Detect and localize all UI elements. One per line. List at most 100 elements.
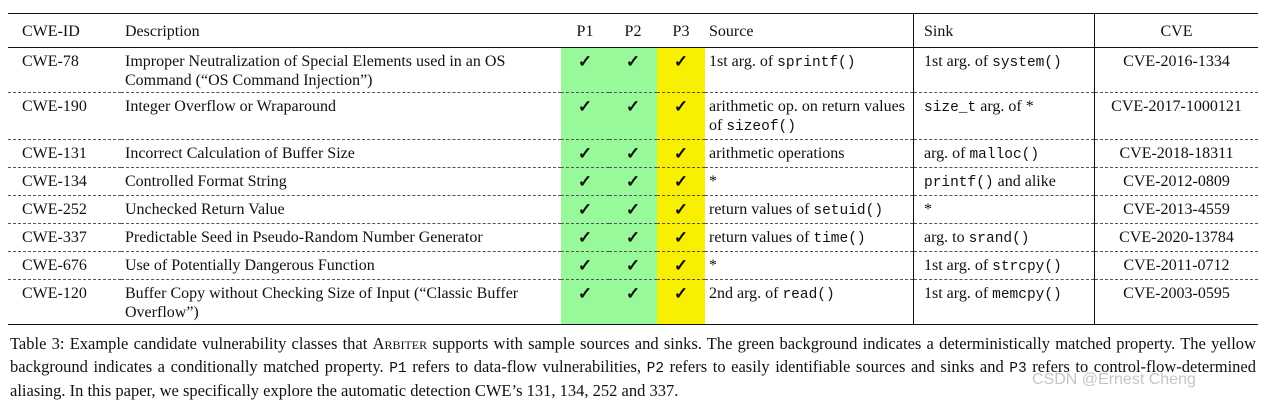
p3-check-cell: ✓: [657, 251, 705, 280]
p3-check-cell: ✓: [657, 92, 705, 140]
sink-cell: 1st arg. of strcpy(): [913, 251, 1095, 280]
sink-text: 1st arg. of: [924, 257, 993, 274]
caption-code: P1: [389, 360, 407, 377]
caption-code: P3: [1009, 360, 1027, 377]
source-cell: 2nd arg. of read(): [705, 279, 914, 325]
p1-check-cell: ✓: [561, 167, 609, 196]
p1-check-cell: ✓: [561, 92, 609, 140]
caption-text: supports with sample sources and sinks. …: [10, 334, 1256, 376]
sink-code: system(): [992, 55, 1062, 71]
table-caption: Table 3: Example candidate vulnerability…: [10, 333, 1256, 403]
source-text: arithmetic op. on return values of: [709, 98, 905, 134]
p3-check-cell: ✓: [657, 195, 705, 224]
table-row: CWE-676 Use of Potentially Dangerous Func…: [8, 251, 1258, 280]
sink-text: arg. of *: [976, 98, 1034, 115]
description-cell: Integer Overflow or Wraparound: [121, 92, 561, 140]
header-source: Source: [705, 13, 914, 48]
cve-cell: CVE-2018-18311: [1094, 139, 1258, 168]
cwe-id-cell: CWE-134: [8, 167, 121, 196]
source-text: return values of: [709, 201, 814, 218]
cwe-id-cell: CWE-252: [8, 195, 121, 224]
source-code: read(): [782, 287, 835, 303]
table-row: CWE-78 Improper Neutralization of Special…: [8, 47, 1258, 93]
p2-check-cell: ✓: [609, 251, 657, 280]
source-text: *: [709, 173, 717, 190]
caption-text: refers to easily identifiable sources an…: [664, 356, 1010, 376]
header-cwe-id: CWE-ID: [8, 13, 121, 48]
p2-check-cell: ✓: [609, 279, 657, 325]
caption-code: P2: [646, 360, 665, 377]
sink-text: 1st arg. of: [924, 53, 993, 70]
sink-code: printf(): [924, 175, 994, 191]
cve-cell: CVE-2020-13784: [1094, 223, 1258, 252]
p1-check-cell: ✓: [561, 251, 609, 280]
sink-cell: 1st arg. of system(): [913, 47, 1095, 93]
sink-cell: arg. of malloc(): [913, 139, 1095, 168]
source-code: sizeof(): [726, 119, 796, 135]
source-code: time(): [813, 231, 866, 247]
sink-cell: arg. to srand(): [913, 223, 1095, 252]
caption-text: Arbiter: [372, 334, 428, 353]
table-header-row: CWE-ID Description P1 P2 P3 Source Sink …: [8, 13, 1258, 48]
source-text: *: [709, 257, 717, 274]
sink-cell: printf() and alike: [913, 167, 1095, 196]
source-cell: return values of time(): [705, 223, 914, 252]
p2-check-cell: ✓: [609, 92, 657, 140]
header-sink: Sink: [913, 13, 1095, 48]
p1-check-cell: ✓: [561, 195, 609, 224]
table-row: CWE-120 Buffer Copy without Checking Size…: [8, 279, 1258, 325]
header-p1: P1: [561, 13, 609, 48]
source-code: setuid(): [813, 203, 884, 219]
table-row: CWE-131 Incorrect Calculation of Buffer S…: [8, 139, 1258, 168]
cwe-id-cell: CWE-190: [8, 92, 121, 140]
p3-check-cell: ✓: [657, 47, 705, 93]
cwe-id-cell: CWE-131: [8, 139, 121, 168]
description-cell: Buffer Copy without Checking Size of Inp…: [121, 279, 561, 325]
table-row: CWE-337 Predictable Seed in Pseudo-Random…: [8, 223, 1258, 252]
source-cell: *: [705, 167, 914, 196]
p2-check-cell: ✓: [609, 223, 657, 252]
cve-cell: CVE-2016-1334: [1094, 47, 1258, 93]
sink-cell: *: [913, 195, 1095, 224]
sink-cell: 1st arg. of memcpy(): [913, 279, 1095, 325]
source-cell: return values of setuid(): [705, 195, 914, 224]
watermark: CSDN @Ernest Cheng: [1032, 371, 1196, 388]
p1-check-cell: ✓: [561, 139, 609, 168]
caption-text: refers to data-flow vulnerabilities,: [406, 356, 647, 376]
p3-check-cell: ✓: [657, 139, 705, 168]
sink-text: *: [924, 201, 932, 218]
sink-code: malloc(): [969, 147, 1040, 163]
header-description: Description: [121, 13, 561, 48]
p2-check-cell: ✓: [609, 47, 657, 93]
source-code: sprintf(): [777, 55, 856, 71]
sink-code: size_t: [924, 100, 977, 116]
sink-cell: size_t arg. of *: [913, 92, 1095, 140]
header-p3: P3: [657, 13, 705, 48]
header-p2: P2: [609, 13, 657, 48]
cve-cell: CVE-2013-4559: [1094, 195, 1258, 224]
table-row: CWE-252 Unchecked Return Value ✓ ✓ ✓ return v…: [8, 195, 1258, 224]
vulnerability-table: CWE-ID Description P1 P2 P3 Source Sink …: [8, 13, 1258, 325]
p2-check-cell: ✓: [609, 167, 657, 196]
table-row: CWE-134 Controlled Format String ✓ ✓ ✓ * print…: [8, 167, 1258, 196]
sink-text: arg. to: [924, 229, 969, 246]
cwe-id-cell: CWE-78: [8, 47, 121, 93]
p2-check-cell: ✓: [609, 139, 657, 168]
source-text: return values of: [709, 229, 814, 246]
description-cell: Unchecked Return Value: [121, 195, 561, 224]
header-cve: CVE: [1094, 13, 1258, 48]
caption-text: Table 3: Example candidate vulnerability…: [10, 334, 373, 353]
source-text: arithmetic operations: [709, 145, 845, 162]
cwe-id-cell: CWE-120: [8, 279, 121, 325]
source-cell: arithmetic op. on return values of sizeo…: [705, 92, 914, 140]
cve-cell: CVE-2011-0712: [1094, 251, 1258, 280]
cve-cell: CVE-2017-1000121: [1094, 92, 1258, 140]
cve-cell: CVE-2003-0595: [1094, 279, 1258, 325]
sink-text: arg. of: [924, 145, 970, 162]
p2-check-cell: ✓: [609, 195, 657, 224]
p3-check-cell: ✓: [657, 223, 705, 252]
sink-code: srand(): [968, 231, 1030, 247]
source-text: 1st arg. of: [709, 53, 778, 70]
cwe-id-cell: CWE-337: [8, 223, 121, 252]
p3-check-cell: ✓: [657, 279, 705, 325]
